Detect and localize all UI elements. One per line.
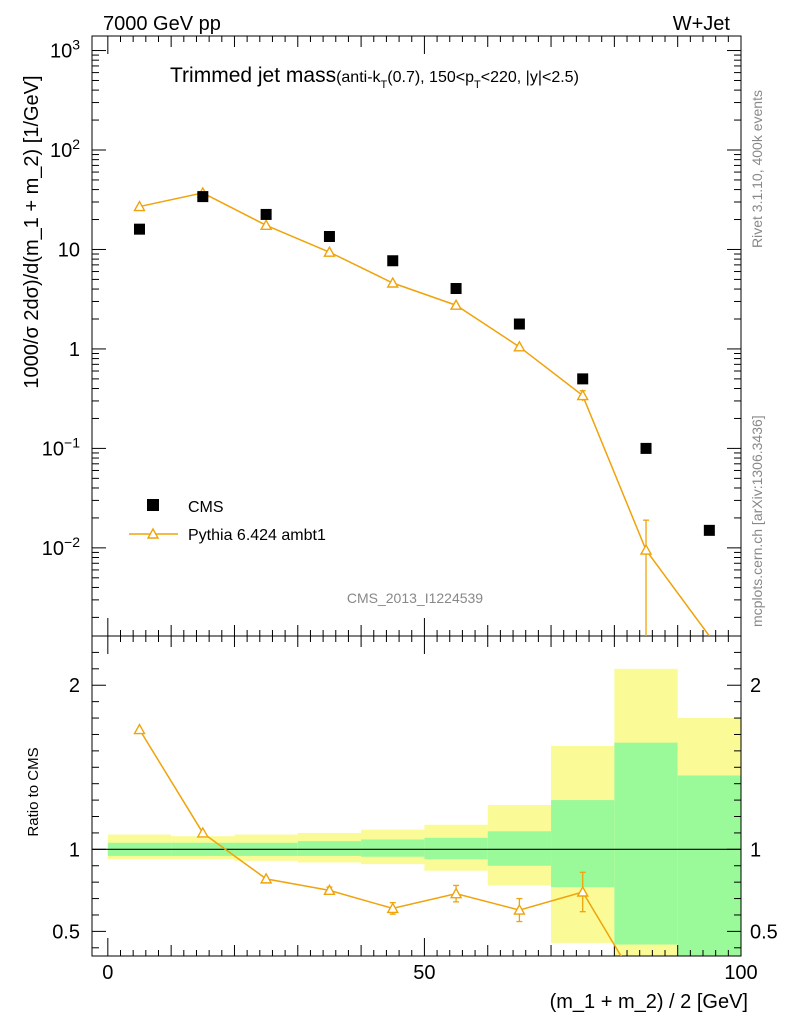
main-y-tick-label-exponent: 2: [72, 136, 80, 152]
main-y-tick-label: 1: [69, 339, 80, 361]
x-axis-title: (m_1 + m_2) / 2 [GeV]: [550, 991, 748, 1013]
ratio-y-tick-label: 0.5: [52, 921, 80, 943]
main-y-tick-label-base: 10: [42, 538, 64, 560]
legend: CMS Pythia 6.424 ambt1: [129, 499, 326, 544]
mc-point: [449, 298, 463, 310]
ratio-mc-point: [133, 723, 146, 735]
data-point: [133, 223, 145, 235]
main-y-tick-label: 102: [50, 136, 80, 162]
mc-series-main: [133, 186, 710, 636]
ratio-band-inner-bin: [614, 742, 678, 945]
data-point: [197, 191, 209, 203]
mc-point: [259, 218, 273, 230]
plot-subtitle-subscript: T: [381, 79, 388, 91]
mc-line: [139, 192, 710, 636]
ratio-band-inner-bin: [677, 775, 741, 956]
x-tick-label: 50: [413, 962, 435, 984]
ratio-mc-point: [259, 872, 273, 884]
ratio-mc-point: [513, 903, 526, 915]
mcplots-reference: mcplots.cern.ch [arXiv:1306.3436]: [749, 415, 765, 627]
mc-point: [513, 340, 526, 352]
main-y-tick-label-exponent: 3: [72, 37, 80, 53]
plot-title: Trimmed jet mass(anti-kT(0.7), 150<pT<22…: [170, 64, 579, 91]
data-point: [450, 283, 462, 295]
x-tick-label: 100: [724, 962, 757, 984]
ratio-mc-point: [196, 826, 209, 838]
ratio-band-inner-bin: [297, 841, 362, 856]
header-right: W+Jet: [673, 13, 731, 35]
ratio-mc-point: [323, 883, 336, 896]
data-point: [577, 373, 589, 385]
plot-subtitle-subscript: T: [474, 79, 481, 91]
ratio-band-inner-bin: [424, 837, 488, 860]
main-y-axis-title: 1000/σ 2dσ)/d(m_1 + m_2) [1/GeV]: [21, 75, 43, 388]
main-y-tick-label: 10: [58, 239, 80, 261]
plot-subtitle-part: (anti-k: [336, 69, 381, 86]
data-point: [387, 255, 399, 267]
ratio-band-inner-bin: [487, 831, 552, 866]
legend-mc-label: Pythia 6.424 ambt1: [188, 527, 326, 544]
main-y-tick-label: 10−2: [42, 534, 80, 560]
ratio-y-tick-label: 2: [69, 675, 80, 697]
rivet-version: Rivet 3.1.10, 400k events: [749, 90, 765, 248]
ratio-y-tick-label: 1: [69, 839, 80, 861]
ratio-y-tick-label-right: 1: [750, 839, 761, 861]
data-series-main: [133, 191, 715, 536]
main-y-tick-label: 10−1: [42, 434, 80, 460]
data-point: [323, 231, 335, 243]
legend-data-marker: [147, 499, 159, 511]
main-y-tick-label-base: 10: [50, 140, 72, 162]
main-y-tick-label: 103: [50, 37, 80, 63]
legend-mc-marker: [146, 527, 160, 539]
plot-subtitle-part: <220, |y|<2.5): [481, 69, 579, 86]
plot-subtitle: (anti-kT(0.7), 150<pT<220, |y|<2.5): [336, 69, 579, 91]
x-tick-label: 0: [102, 962, 113, 984]
plot-title-main: Trimmed jet mass: [170, 64, 336, 87]
mc-point: [133, 200, 146, 212]
ratio-y-tick-label-right: 0.5: [750, 921, 778, 943]
ratio-mc-point: [449, 887, 463, 899]
ratio-band-inner-bin: [361, 839, 425, 857]
ratio-frame: [91, 635, 742, 957]
main-y-tick-label-base: 10: [50, 41, 72, 63]
header-left: 7000 GeV pp: [103, 13, 221, 35]
main-y-tick-label-base: 10: [58, 239, 80, 261]
ratio-y-axis-title: Ratio to CMS: [25, 747, 42, 836]
main-y-tick-label-exponent: −2: [64, 534, 80, 550]
analysis-id: CMS_2013_I1224539: [347, 590, 483, 606]
mc-series-ratio: [133, 723, 622, 956]
mc-point: [323, 245, 336, 257]
ratio-y-tick-label-right: 2: [750, 675, 761, 697]
legend-data-label: CMS: [188, 499, 224, 516]
data-point: [260, 208, 272, 220]
data-point: [513, 318, 525, 330]
main-y-tick-label-base: 10: [42, 438, 64, 460]
plot-subtitle-part: (0.7), 150<p: [387, 69, 474, 86]
ratio-mc-point: [576, 885, 589, 897]
main-y-tick-label-base: 1: [69, 339, 80, 361]
mc-point: [386, 276, 399, 288]
main-y-tick-label-exponent: −1: [64, 434, 80, 450]
mc-point: [576, 389, 589, 401]
ratio-mc-point: [386, 901, 399, 914]
ratio-uncertainty-bands: [107, 668, 741, 956]
data-point: [703, 524, 715, 536]
mc-point: [639, 543, 653, 555]
data-point: [640, 442, 652, 454]
